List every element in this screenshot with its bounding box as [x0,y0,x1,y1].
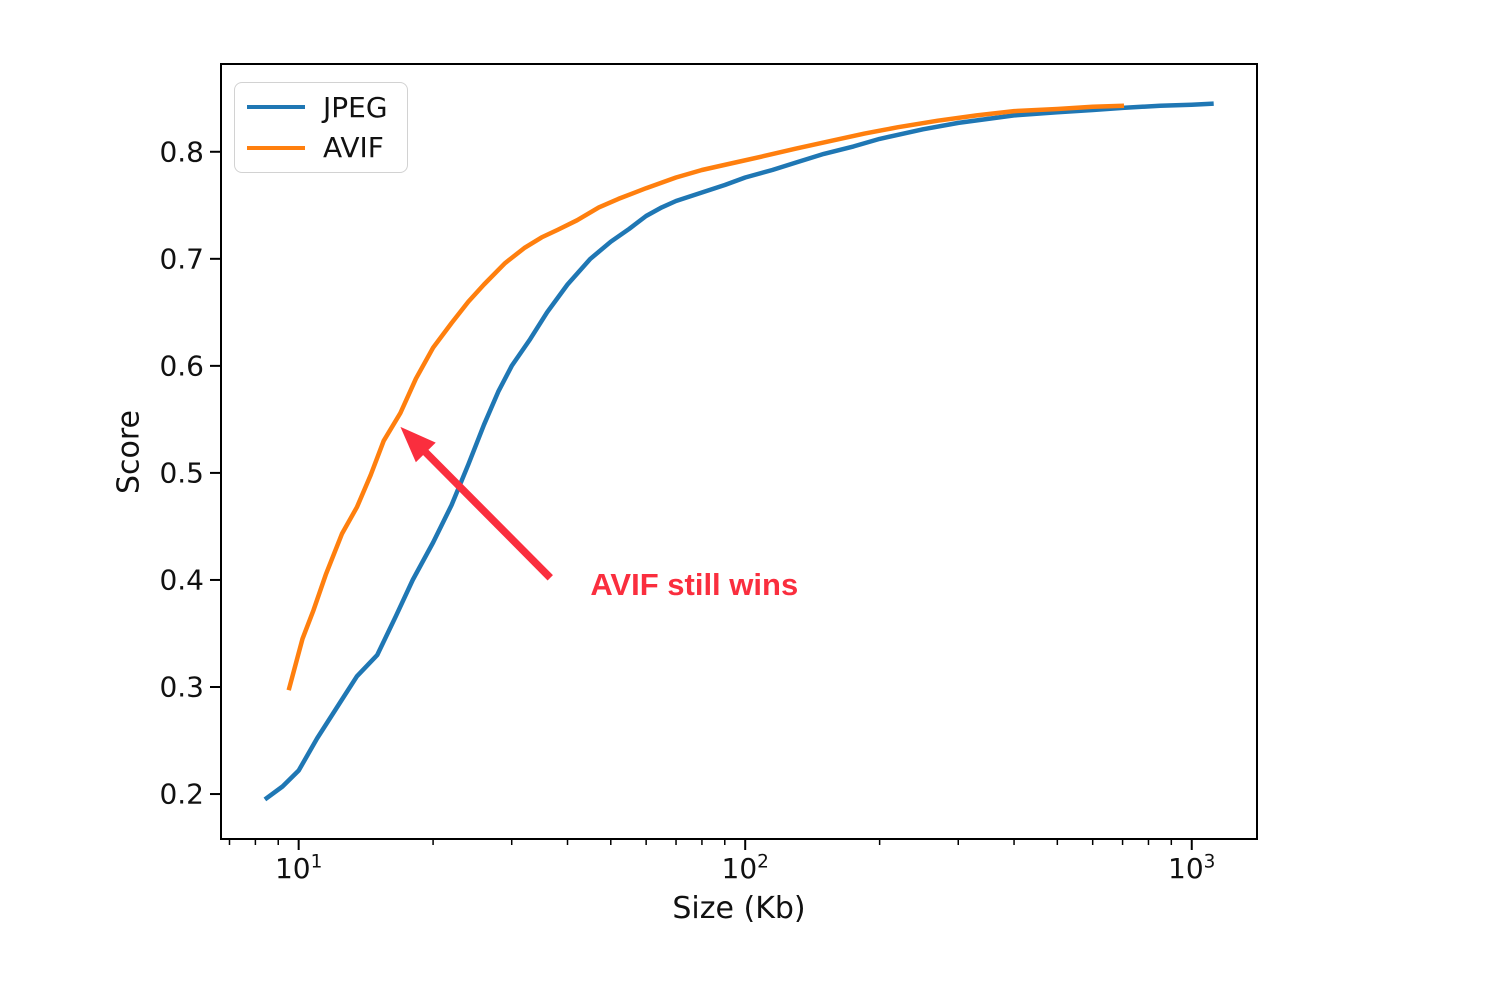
jpeg-line-swatch-icon [247,104,305,110]
y-tick-label: 0.8 [159,135,204,169]
axes-spines [220,63,1258,840]
x-tick-label: 102 [721,851,769,885]
legend-item-jpeg: JPEG [235,91,407,124]
y-tick-label: 0.6 [159,349,204,383]
avif-line-swatch-icon [247,145,305,151]
y-tick-label: 0.7 [159,242,204,276]
annotation-arrow-shaft [420,446,553,581]
legend: JPEG AVIF [234,82,408,173]
jpeg-curve [263,101,1214,802]
y-tick-label: 0.4 [159,563,204,597]
x-axis-label: Size (Kb) [672,891,806,926]
y-tick-label: 0.3 [159,670,204,704]
y-tick-label: 0.2 [159,777,204,811]
avif-curve [286,103,1125,691]
legend-label-avif: AVIF [323,131,384,165]
legend-label-jpeg: JPEG [323,90,388,124]
x-tick-label: 101 [274,851,323,885]
y-axis-label: Score [111,409,147,495]
annotation-arrowhead-icon [400,426,436,463]
annotation-text: AVIF still wins [590,567,799,603]
legend-item-avif: AVIF [235,131,407,164]
y-tick-label: 0.5 [159,456,204,490]
x-tick-label: 103 [1168,851,1216,885]
